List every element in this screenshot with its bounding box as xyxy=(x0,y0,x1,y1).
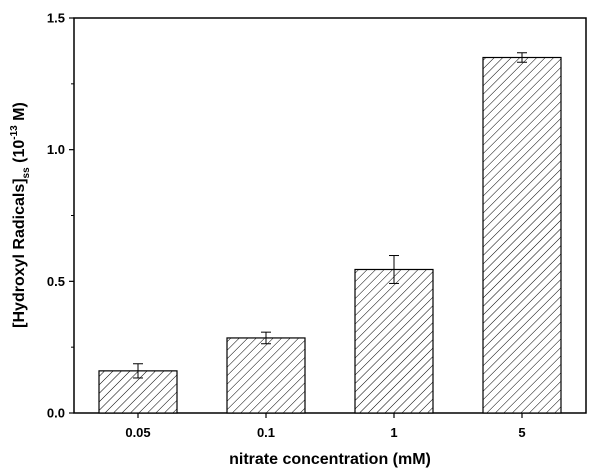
error-bar-0.05 xyxy=(133,363,143,379)
error-bars-group xyxy=(133,52,527,379)
error-bar-1 xyxy=(389,255,399,284)
y-tick-label: 1.0 xyxy=(47,142,65,157)
y-axis-title-unit-suffix: M) xyxy=(11,102,28,125)
error-bar-5 xyxy=(517,52,527,63)
y-axis-title-main: [Hydroxyl Radicals] xyxy=(11,178,28,327)
y-axis-ticks: 0.0 0.5 1.0 1.5 xyxy=(47,11,74,421)
y-tick-label: 1.5 xyxy=(47,11,65,26)
error-bar-0.1 xyxy=(261,331,271,345)
x-axis-ticks: 0.05 0.1 1 5 xyxy=(125,413,526,440)
y-axis-title-subscript: ss xyxy=(21,167,32,179)
y-axis-title-unit-prefix: (10 xyxy=(11,140,28,168)
x-tick-label: 0.05 xyxy=(125,425,150,440)
y-tick-label: 0.0 xyxy=(47,406,65,421)
x-tick-label: 0.1 xyxy=(257,425,275,440)
y-axis-title-exponent: -13 xyxy=(9,125,20,140)
y-tick-label: 0.5 xyxy=(47,274,65,289)
bar-0.1 xyxy=(226,337,306,414)
x-axis-title: nitrate concentration (mM) xyxy=(229,451,431,468)
x-tick-label: 5 xyxy=(518,425,525,440)
y-axis-title: [Hydroxyl Radicals]ss (10-13 M) xyxy=(9,102,32,328)
bar-5 xyxy=(482,56,562,414)
x-tick-label: 1 xyxy=(390,425,397,440)
bars-group xyxy=(98,56,562,414)
bar-1 xyxy=(354,268,434,414)
